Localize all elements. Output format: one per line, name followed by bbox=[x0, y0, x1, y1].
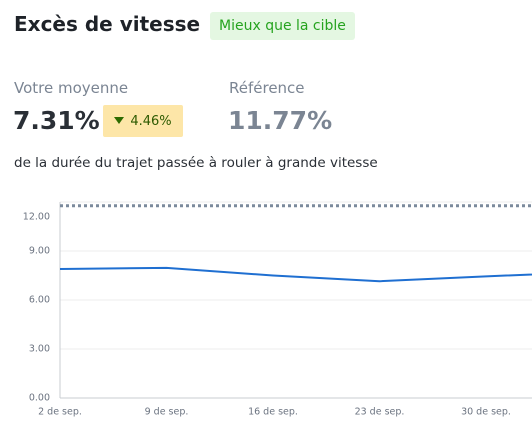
status-badge: Mieux que la cible bbox=[210, 12, 355, 40]
y-tick-label: 12.00 bbox=[23, 212, 50, 223]
reference-label: Référence bbox=[229, 79, 305, 97]
delta-value: 4.46% bbox=[130, 113, 172, 129]
average-value: 7.31% bbox=[13, 106, 100, 135]
delta-badge: 4.46% bbox=[103, 105, 183, 137]
average-label: Votre moyenne bbox=[14, 79, 129, 97]
y-tick-label: 6.00 bbox=[29, 295, 50, 306]
title: Excès de vitesse bbox=[14, 12, 201, 36]
y-tick-label: 0.00 bbox=[29, 393, 50, 404]
x-tick-label: 23 de sep. bbox=[355, 407, 405, 418]
x-tick-label: 2 de sep. bbox=[38, 407, 82, 418]
x-tick-label: 30 de sep. bbox=[461, 407, 511, 418]
down-arrow bbox=[114, 117, 125, 124]
y-tick-label: 9.00 bbox=[29, 246, 50, 257]
reference-value: 11.77% bbox=[228, 106, 333, 135]
description: de la durée du trajet passée à rouler à … bbox=[14, 155, 378, 171]
x-tick-label: 9 de sep. bbox=[145, 407, 189, 418]
y-tick-label: 3.00 bbox=[29, 344, 50, 355]
data-line bbox=[59, 266, 532, 283]
x-tick-label: 16 de sep. bbox=[248, 407, 298, 418]
